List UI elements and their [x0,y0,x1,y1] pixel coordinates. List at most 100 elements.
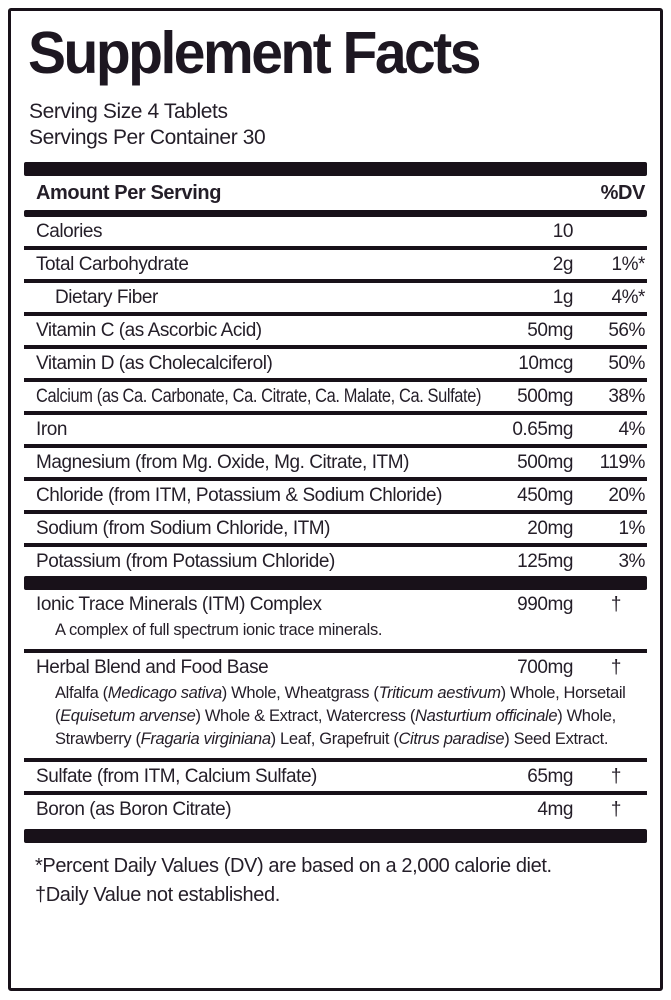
description-text: Alfalfa ( [55,684,108,702]
table-row: Vitamin C (as Ascorbic Acid) 50mg 56% [24,316,647,345]
table-row: Iron 0.65mg 4% [24,415,647,444]
row-separator [24,649,647,653]
row-name: Magnesium (from Mg. Oxide, Mg. Citrate, … [36,452,409,473]
row-name: Calories [36,221,103,242]
row-amount: 20mg [527,518,573,539]
table-row: Calories 10 [24,217,647,246]
row-name: Potassium (from Potassium Chloride) [36,551,335,572]
row-dv: 20% [608,485,645,506]
latin-name: Triticum aestivum [378,684,501,702]
latin-name: Fragaria virginiana [140,730,271,748]
dv-header: %DV [600,182,646,204]
row-separator [24,791,647,795]
row-separator [24,758,647,762]
row-dv: 3% [618,551,645,572]
row-amount: 450mg [517,485,573,506]
description-text: ) Whole, Horsetail ( [55,684,626,725]
column-header-row: Amount Per Serving %DV [24,176,647,210]
table-row: Chloride (from ITM, Potassium & Sodium C… [24,481,647,510]
table-row: Herbal Blend and Food Base 700mg † [24,653,647,682]
row-name: Chloride (from ITM, Potassium & Sodium C… [36,485,443,506]
row-name: Sodium (from Sodium Chloride, ITM) [36,518,331,539]
serving-info: Serving Size 4 Tablets Servings Per Cont… [24,99,647,151]
row-dv: 56% [608,320,645,341]
row-name: Sulfate (from ITM, Calcium Sulfate) [36,766,317,787]
row-amount: 4mg [537,799,573,820]
row-amount: 1g [552,287,574,308]
header-top-bar [24,162,647,176]
latin-name: Equisetum arvense [60,707,196,725]
row-dv: 4% [618,419,645,440]
description-text: ) Leaf, Grapefruit ( [270,730,399,748]
table-row: Total Carbohydrate 2g 1%* [24,250,647,279]
row-separator [24,246,647,250]
row-dv: † [610,594,622,615]
row-name: Iron [36,419,67,440]
page-title: Supplement Facts [28,19,481,87]
footnote-dagger: †Daily Value not established. [35,884,280,906]
table-row: Boron (as Boron Citrate) 4mg † [24,795,647,824]
rows: Calories 10 Total Carbohydrate 2g 1%* Di… [24,217,647,824]
header-bottom-bar [24,210,647,217]
row-description: Alfalfa (Medicago sativa) Whole, Wheatgr… [24,682,647,758]
row-separator [24,543,647,547]
row-separator [24,279,647,283]
row-dv: 1% [618,518,645,539]
row-separator [24,345,647,349]
description-text: ) Whole, Wheatgrass ( [221,684,379,702]
table-row: Magnesium (from Mg. Oxide, Mg. Citrate, … [24,448,647,477]
row-name: Vitamin C (as Ascorbic Acid) [36,320,262,341]
row-dv: † [610,766,622,787]
footer-bar [24,829,647,843]
row-amount: 10mcg [518,353,573,374]
description-text: ) Whole & Extract, Watercress ( [195,707,416,725]
supplement-facts-panel: Supplement Facts Serving Size 4 Tablets … [8,8,663,991]
row-separator [24,444,647,448]
row-separator [24,477,647,481]
row-name: Ionic Trace Minerals (ITM) Complex [36,594,322,615]
description-text: ) Whole, Strawberry ( [55,707,616,748]
row-amount: 500mg [517,452,573,473]
row-separator [24,312,647,316]
row-name: Total Carbohydrate [36,254,189,275]
table-row: Potassium (from Potassium Chloride) 125m… [24,547,647,576]
row-dv: 50% [608,353,645,374]
table-row: Vitamin D (as Cholecalciferol) 10mcg 50% [24,349,647,378]
description-text: A complex of full spectrum ionic trace m… [55,621,383,639]
servings-per-container: Servings Per Container 30 [29,126,266,149]
row-separator [24,510,647,514]
row-dv: 1%* [611,254,645,275]
row-dv: 119% [599,452,646,473]
row-amount: 50mg [527,320,573,341]
row-amount: 10 [552,221,574,242]
footnotes: *Percent Daily Values (DV) are based on … [24,852,647,910]
row-amount: 125mg [517,551,573,572]
row-name: Calcium (as Ca. Carbonate, Ca. Citrate, … [36,386,482,407]
row-separator [24,378,647,382]
latin-name: Medicago sativa [107,684,222,702]
row-amount: 500mg [517,386,573,407]
table-row: Sodium (from Sodium Chloride, ITM) 20mg … [24,514,647,543]
table-row: Sulfate (from ITM, Calcium Sulfate) 65mg… [24,762,647,791]
row-dv: † [610,657,622,678]
row-amount: 2g [552,254,574,275]
row-name: Boron (as Boron Citrate) [36,799,232,820]
row-dv: 38% [608,386,645,407]
row-name: Herbal Blend and Food Base [36,657,269,678]
table-row: Dietary Fiber 1g 4%* [24,283,647,312]
serving-size: Serving Size 4 Tablets [29,100,228,123]
row-amount: 0.65mg [512,419,573,440]
table-row: Calcium (as Ca. Carbonate, Ca. Citrate, … [24,382,647,411]
row-amount: 700mg [517,657,573,678]
row-name: Dietary Fiber [55,287,158,308]
row-separator [24,411,647,415]
latin-name: Citrus paradise [398,730,505,748]
table-row: Ionic Trace Minerals (ITM) Complex 990mg… [24,590,647,619]
row-dv: 4%* [611,287,645,308]
footnote-dv: *Percent Daily Values (DV) are based on … [35,855,552,877]
row-name: Vitamin D (as Cholecalciferol) [36,353,273,374]
latin-name: Nasturtium officinale [415,707,558,725]
amount-per-serving-header: Amount Per Serving [36,182,222,204]
row-description: A complex of full spectrum ionic trace m… [24,619,647,649]
row-dv: † [610,799,622,820]
